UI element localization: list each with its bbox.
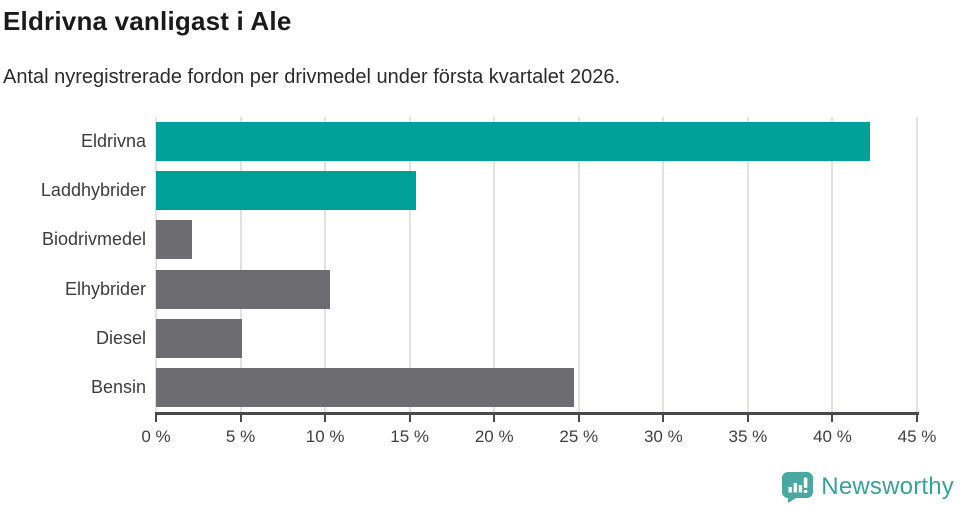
x-axis-tick <box>324 412 327 422</box>
x-tick-label: 5 % <box>225 427 256 446</box>
x-tick-label: 10 % <box>305 427 345 446</box>
gridline <box>324 117 327 412</box>
x-axis-tick <box>493 412 496 422</box>
brand-name: Newsworthy <box>821 473 954 500</box>
bar-bensin <box>156 367 574 407</box>
x-tick-label: 25 % <box>559 427 599 446</box>
category-label: Diesel <box>95 327 146 348</box>
x-tick-label: 35 % <box>728 427 768 446</box>
x-tick-label: 30 % <box>643 427 683 446</box>
x-axis-tick <box>577 412 580 422</box>
gridline <box>831 117 834 412</box>
x-tick-label: 40 % <box>813 427 852 446</box>
bar-chart-speech-bubble-icon <box>781 471 814 503</box>
plot-area: Eldrivna Laddhybrider Biodrivmedel Elhybrid… <box>41 117 936 446</box>
gridline <box>493 117 496 412</box>
x-axis-tick <box>155 412 157 422</box>
chart-title: Eldrivna vanligast i Ale <box>3 6 292 36</box>
gridline <box>155 117 157 412</box>
x-axis-tick <box>239 412 242 422</box>
bar-eldrivna <box>156 122 870 162</box>
bar-biodrivmedel <box>156 220 192 260</box>
x-axis-line <box>156 412 919 415</box>
gridline <box>746 117 749 412</box>
chart-subtitle: Antal nyregistrerade fordon per drivmede… <box>3 66 621 88</box>
category-label: Elhybrider <box>64 278 146 299</box>
category-label: Laddhybrider <box>40 180 146 201</box>
bar-elhybrider <box>156 269 331 309</box>
x-tick-label: 20 % <box>474 427 514 446</box>
gridline <box>239 117 242 412</box>
x-tick-label: 45 % <box>897 427 937 446</box>
category-label: Eldrivna <box>80 131 146 152</box>
x-axis-tick <box>916 412 918 422</box>
category-label: Bensin <box>90 376 146 397</box>
bar-laddhybrider <box>156 171 417 211</box>
gridline <box>662 117 665 412</box>
x-axis-tick <box>831 412 834 422</box>
x-axis-tick <box>746 412 749 422</box>
gridline <box>577 117 580 412</box>
category-label: Biodrivmedel <box>41 229 146 250</box>
x-axis-tick <box>408 412 411 422</box>
bar-diesel <box>156 318 243 358</box>
brand-logo: Newsworthy <box>781 471 954 503</box>
gridline <box>408 117 411 412</box>
x-axis-tick <box>662 412 665 422</box>
gridline <box>916 117 918 412</box>
x-tick-label: 0 % <box>141 427 171 446</box>
x-tick-label: 15 % <box>390 427 430 446</box>
